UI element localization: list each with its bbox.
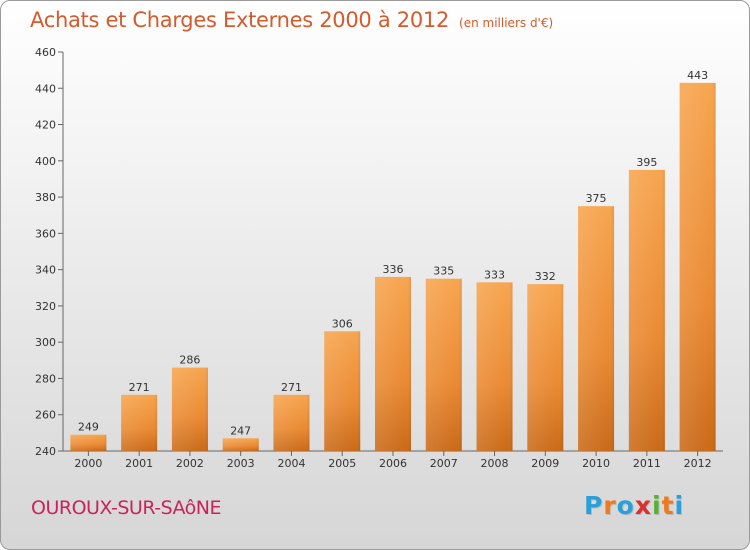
bar-shade [375,276,411,451]
chart-title-main: Achats et Charges Externes 2000 à 2012 [30,8,450,32]
bar-shade [578,206,615,451]
x-tick-label: 2000 [74,457,102,470]
data-label: 336 [383,263,404,276]
logo-letter: x [634,491,652,520]
y-tick-label: 240 [35,445,56,458]
y-tick-label: 340 [35,264,56,277]
bar-shade [628,169,665,452]
x-tick-label: 2010 [582,457,610,470]
data-label: 271 [281,381,302,394]
bar-shade [121,394,158,451]
x-tick-label: 2012 [684,457,712,470]
x-tick-label: 2005 [328,457,356,470]
data-label: 286 [179,354,200,367]
data-label: 271 [129,381,150,394]
data-label: 332 [535,270,556,283]
bar-shade [476,282,513,451]
bars [70,82,716,452]
x-tick-label: 2008 [481,457,509,470]
bar-shade [70,434,107,451]
y-tick-label: 440 [35,82,56,95]
bar-shade [273,394,310,451]
logo-letter: r [603,491,617,520]
bar-shade [222,438,259,451]
x-tick-label: 2011 [633,457,661,470]
logo-letter: P [584,491,604,520]
y-tick-label: 400 [35,155,56,168]
data-label: 247 [230,424,251,437]
y-tick-label: 280 [35,372,56,385]
y-tick-label: 300 [35,336,56,349]
x-tick-label: 2004 [277,457,305,470]
x-tick-label: 2007 [430,457,458,470]
x-tick-label: 2001 [125,457,153,470]
data-label: 335 [433,265,454,278]
data-label: 395 [636,156,657,169]
location-name: OUROUX-SUR-SAôNE [31,497,222,519]
bar-shade [425,278,462,451]
x-tick-label: 2009 [531,457,559,470]
y-tick-label: 360 [35,227,56,240]
y-tick-label: 260 [35,409,56,422]
bar-shade [527,284,564,451]
bar-shade [171,367,208,451]
axes: 240 260 280 300 320 340 360 380 400 420 440 460 2000… [35,46,723,470]
y-tick-label: 320 [35,300,56,313]
value-labels: 249 271 286 247 271 306 336 335 333 332 375 395 443 [78,69,708,437]
logo-letter: o [616,491,635,520]
data-label: 249 [78,421,99,434]
chart-title-unit: (en milliers d'€) [459,16,554,30]
y-tick-label: 420 [35,119,56,132]
chart-title: Achats et Charges Externes 2000 à 2012 (e… [30,8,553,32]
y-tick-label: 380 [35,191,56,204]
data-label: 333 [484,268,505,281]
data-label: 375 [586,192,607,205]
data-label: 306 [332,317,353,330]
x-tick-label: 2006 [379,457,407,470]
logo-letter: i [674,491,685,520]
x-tick-label: 2002 [176,457,204,470]
proxiti-logo: Proxiti [584,491,684,520]
bar-shade [679,82,716,451]
bar-shade [324,331,361,451]
data-label: 443 [687,69,708,82]
logo-letter: i [652,491,662,520]
x-tick-label: 2003 [227,457,255,470]
logo-letter: t [661,491,675,520]
y-tick-label: 460 [35,46,56,59]
